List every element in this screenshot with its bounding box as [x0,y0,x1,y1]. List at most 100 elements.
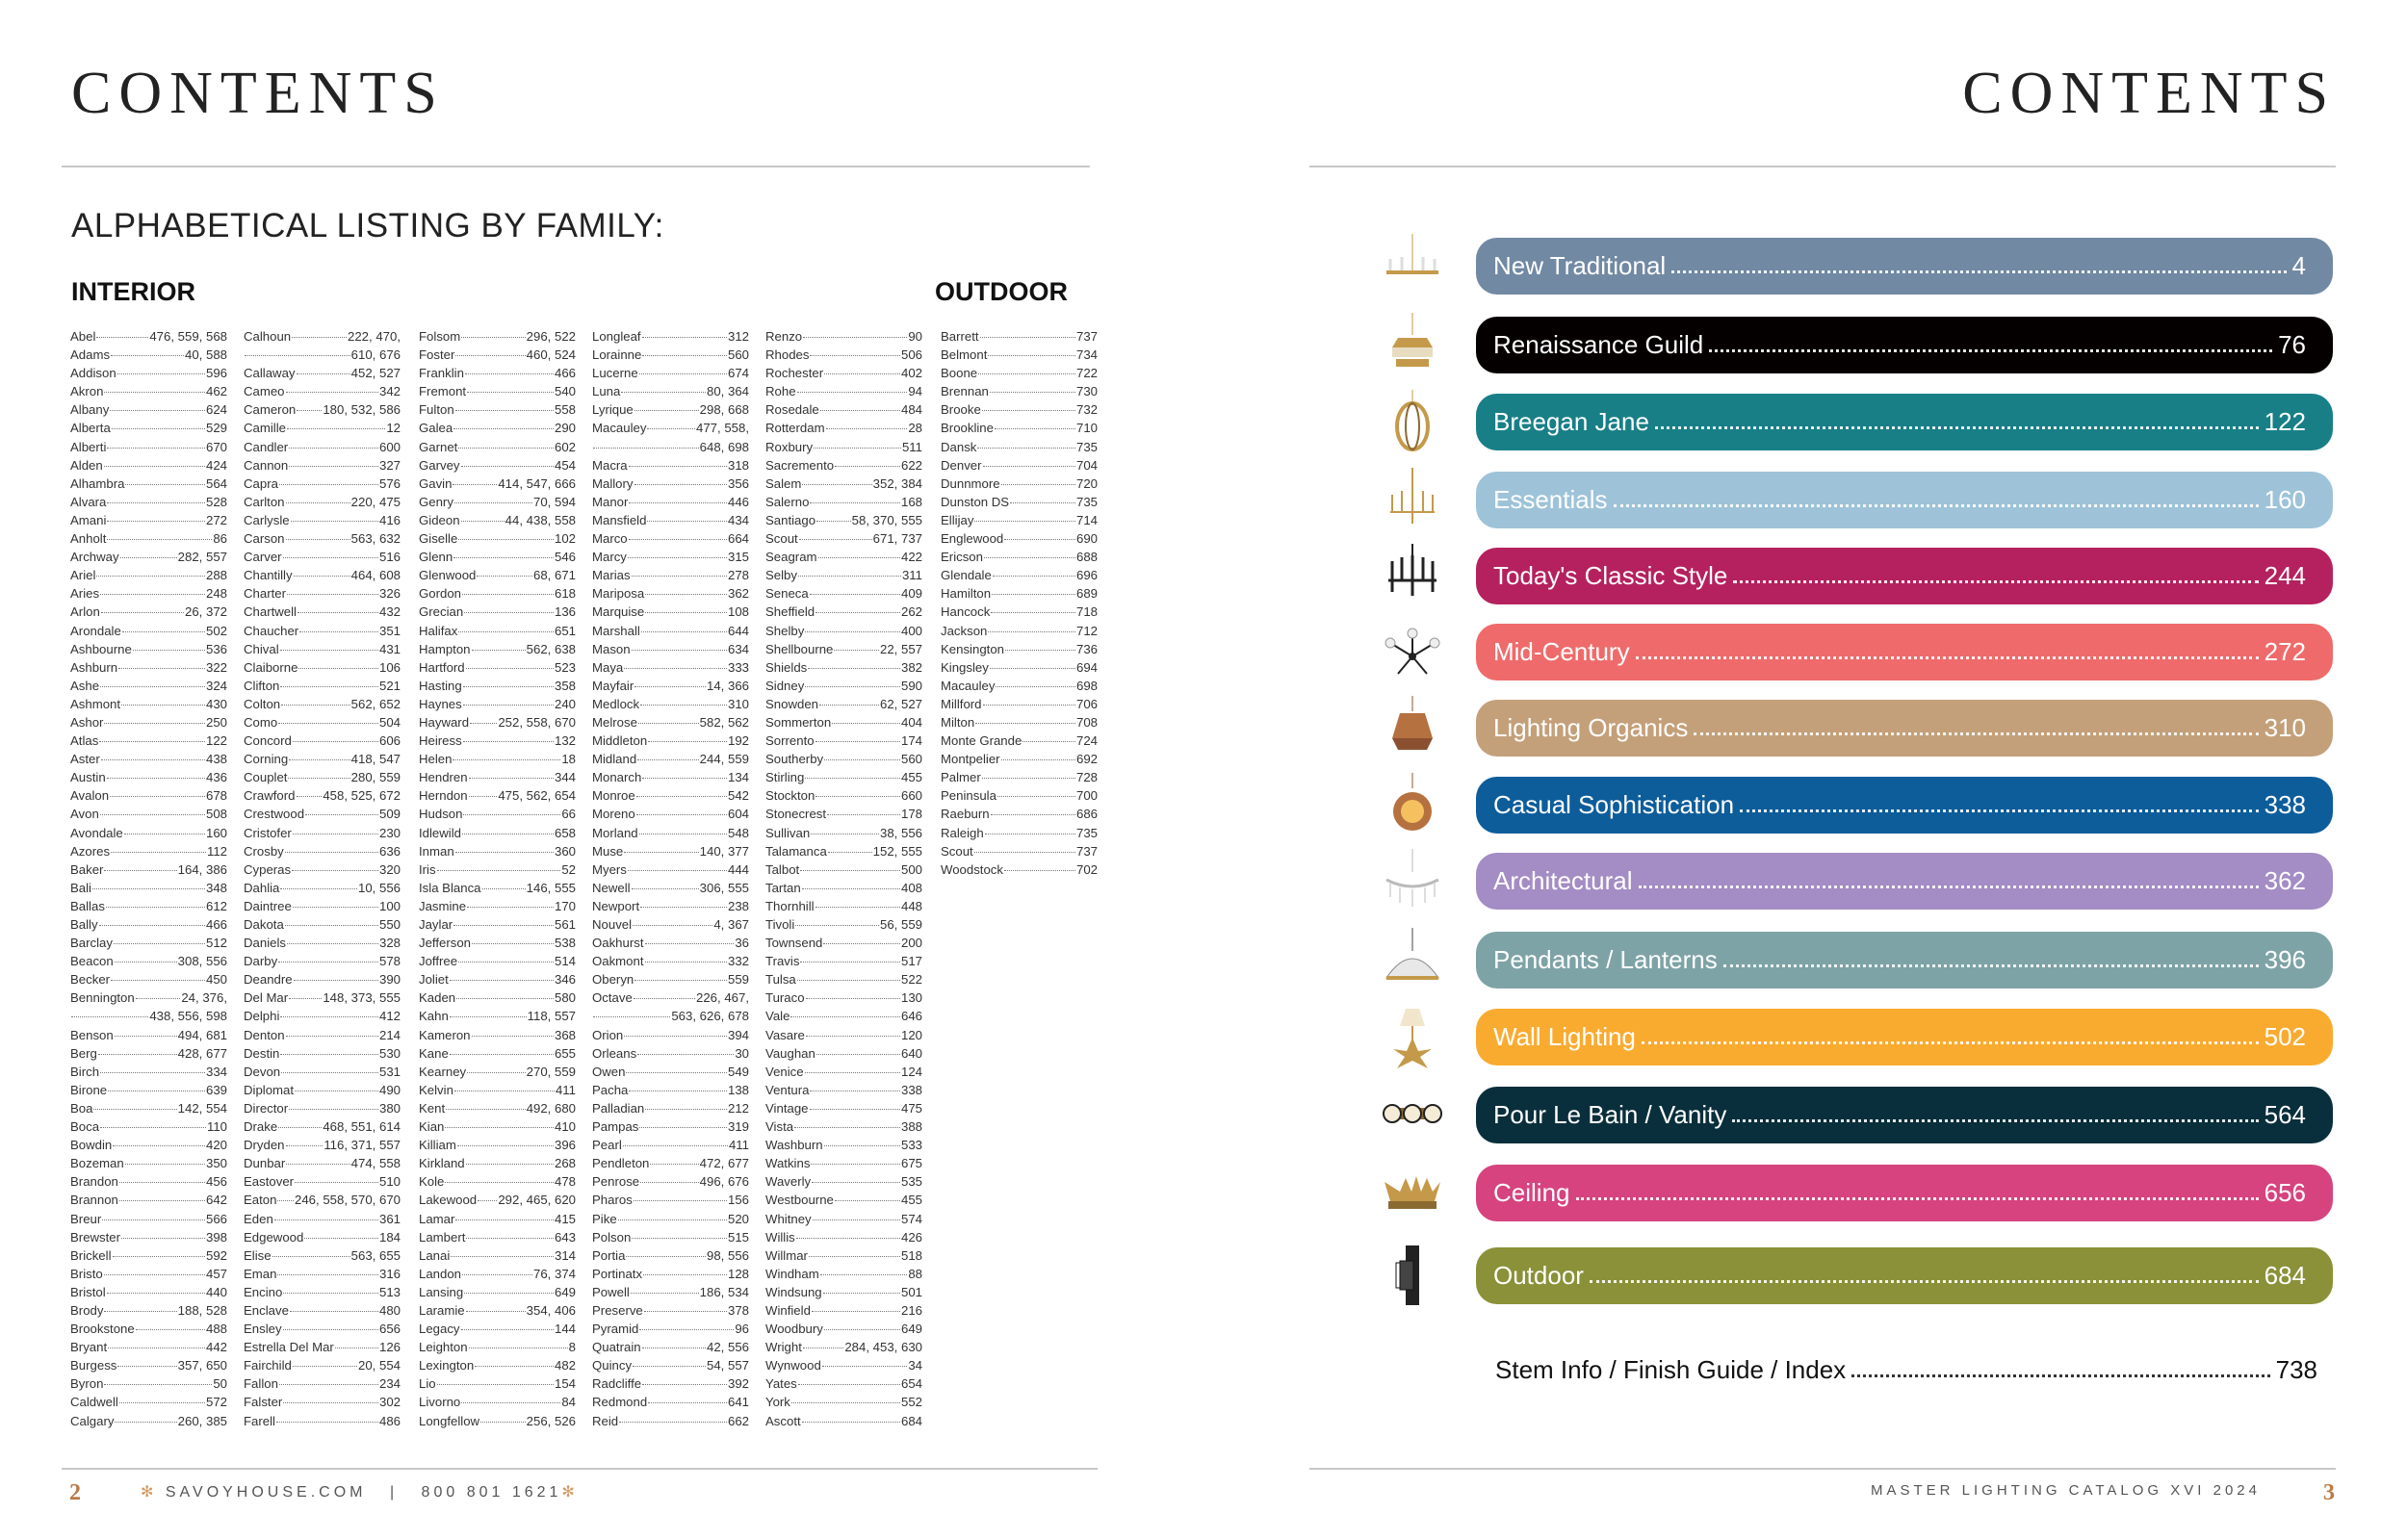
index-entry[interactable]: Elise 563, 655 [244,1248,401,1267]
index-entry[interactable]: Kelvin 411 [419,1083,576,1101]
index-entry[interactable]: Becker 450 [70,972,227,990]
index-entry[interactable]: Edgewood 184 [244,1230,401,1248]
index-entry[interactable]: Rohe 94 [765,384,922,402]
index-entry[interactable]: Venice 124 [765,1065,922,1083]
index-entry[interactable]: Ashbourne 536 [70,642,227,660]
section-bar-pendants-lanterns[interactable]: Pendants / Lanterns 396 [1476,932,2333,988]
index-entry[interactable]: Belmont 734 [941,347,1098,366]
index-entry[interactable]: Talamanca 152, 555 [765,844,922,862]
index-entry[interactable]: Quatrain 42, 556 [592,1340,749,1358]
index-entry[interactable]: Myers 444 [592,862,749,881]
index-entry[interactable]: Birone 639 [70,1083,227,1101]
index-entry[interactable]: Ashor 250 [70,715,227,733]
index-entry[interactable]: Austin 436 [70,770,227,788]
index-entry[interactable]: Middleton 192 [592,733,749,752]
index-entry[interactable]: Enclave 480 [244,1303,401,1322]
index-entry[interactable]: Foster 460, 524 [419,347,576,366]
index-entry[interactable]: Newport 238 [592,899,749,917]
index-entry[interactable]: Joffree 514 [419,954,576,972]
index-entry[interactable]: Bally 466 [70,917,227,936]
index-entry[interactable]: Sheffield 262 [765,604,922,623]
index-entry[interactable]: Marcy 315 [592,550,749,568]
index-entry[interactable]: Woodstock 702 [941,862,1098,881]
index-entry[interactable]: Monte Grande 724 [941,733,1098,752]
index-entry[interactable]: Sidney 590 [765,679,922,697]
index-entry[interactable]: Woodbury 649 [765,1322,922,1340]
index-entry[interactable]: Oberyn 559 [592,972,749,990]
index-entry[interactable]: Alden 424 [70,458,227,476]
index-entry[interactable]: Kaden 580 [419,990,576,1009]
index-entry[interactable]: Brookstone 488 [70,1322,227,1340]
index-entry[interactable]: Boa 142, 554 [70,1101,227,1119]
index-entry[interactable]: Cyperas 320 [244,862,401,881]
index-entry[interactable]: Hamilton 689 [941,586,1098,604]
index-entry[interactable]: Atlas 122 [70,733,227,752]
index-entry[interactable]: Luna 80, 364 [592,384,749,402]
index-entry[interactable]: Cannon 327 [244,458,401,476]
index-entry[interactable]: Benson 494, 681 [70,1028,227,1046]
index-entry[interactable]: Longleaf 312 [592,329,749,347]
index-entry[interactable]: Wright 284, 453, 630 [765,1340,922,1358]
index-entry[interactable]: Muse 140, 377 [592,844,749,862]
index-entry[interactable]: Colton 562, 652 [244,697,401,715]
index-entry[interactable]: Concord 606 [244,733,401,752]
index-entry[interactable]: Dansk 735 [941,440,1098,458]
index-entry[interactable]: Tivoli 56, 559 [765,917,922,936]
index-entry[interactable]: Hampton 562, 638 [419,642,576,660]
index-entry[interactable]: Beacon 308, 556 [70,954,227,972]
index-entry[interactable]: Anholt 86 [70,531,227,550]
index-entry[interactable]: Hendren 344 [419,770,576,788]
index-entry[interactable]: Medlock 310 [592,697,749,715]
index-entry[interactable]: Palmer 728 [941,770,1098,788]
index-entry[interactable]: Jackson 712 [941,624,1098,642]
index-entry[interactable]: Sacremento 622 [765,458,922,476]
index-entry[interactable]: Clifton 521 [244,679,401,697]
index-entry[interactable]: Ashmont 430 [70,697,227,715]
index-entry[interactable]: Livorno 84 [419,1395,576,1413]
index-entry[interactable]: Windsung 501 [765,1285,922,1303]
index-entry[interactable]: Bristol 440 [70,1285,227,1303]
index-entry[interactable]: Brickell 592 [70,1248,227,1267]
index-entry[interactable]: Octave 226, 467, [592,990,749,1009]
index-entry[interactable]: Dunbar 474, 558 [244,1156,401,1174]
index-entry[interactable]: Vaughan 640 [765,1046,922,1065]
index-entry[interactable]: Drake 468, 551, 614 [244,1119,401,1138]
index-entry[interactable]: Lexington 482 [419,1358,576,1376]
index-entry[interactable]: Shields 382 [765,660,922,679]
index-entry[interactable]: 610, 676 [244,347,401,366]
index-entry[interactable]: Berg 428, 677 [70,1046,227,1065]
index-entry[interactable]: Scout 737 [941,844,1098,862]
index-entry[interactable]: Dunston DS 735 [941,495,1098,513]
index-entry[interactable]: Windham 88 [765,1267,922,1285]
index-entry[interactable]: Heiress 132 [419,733,576,752]
index-entry[interactable]: Cameo 342 [244,384,401,402]
index-entry[interactable]: Mallory 356 [592,476,749,495]
index-entry[interactable]: Hancock 718 [941,604,1098,623]
section-bar-architectural[interactable]: Architectural 362 [1476,853,2333,910]
index-entry[interactable]: Byron 50 [70,1376,227,1395]
index-entry[interactable]: Palladian 212 [592,1101,749,1119]
index-entry[interactable]: Director 380 [244,1101,401,1119]
index-entry[interactable]: Denton 214 [244,1028,401,1046]
index-entry[interactable]: Glendale 696 [941,568,1098,586]
index-entry[interactable]: Chaucher 351 [244,624,401,642]
index-entry[interactable]: Alvara 528 [70,495,227,513]
index-entry[interactable]: Diplomat 490 [244,1083,401,1101]
index-entry[interactable]: Kensington 736 [941,642,1098,660]
index-entry[interactable]: Gideon 44, 438, 558 [419,513,576,531]
index-entry[interactable]: Lamar 415 [419,1212,576,1230]
index-entry[interactable]: Fallon 234 [244,1376,401,1395]
index-entry[interactable]: Yates 654 [765,1376,922,1395]
index-entry[interactable]: Pampas 319 [592,1119,749,1138]
index-entry[interactable]: Caldwell 572 [70,1395,227,1413]
index-entry[interactable]: Townsend 200 [765,936,922,954]
index-entry[interactable]: Charter 326 [244,586,401,604]
index-entry[interactable]: Westbourne 455 [765,1193,922,1211]
index-entry[interactable]: Boca 110 [70,1119,227,1138]
index-entry[interactable]: Claiborne 106 [244,660,401,679]
index-entry[interactable]: Kent 492, 680 [419,1101,576,1119]
index-entry[interactable]: Brookline 710 [941,421,1098,439]
index-entry[interactable]: Candler 600 [244,440,401,458]
index-entry[interactable]: Brewster 398 [70,1230,227,1248]
index-entry[interactable]: Willmar 518 [765,1248,922,1267]
